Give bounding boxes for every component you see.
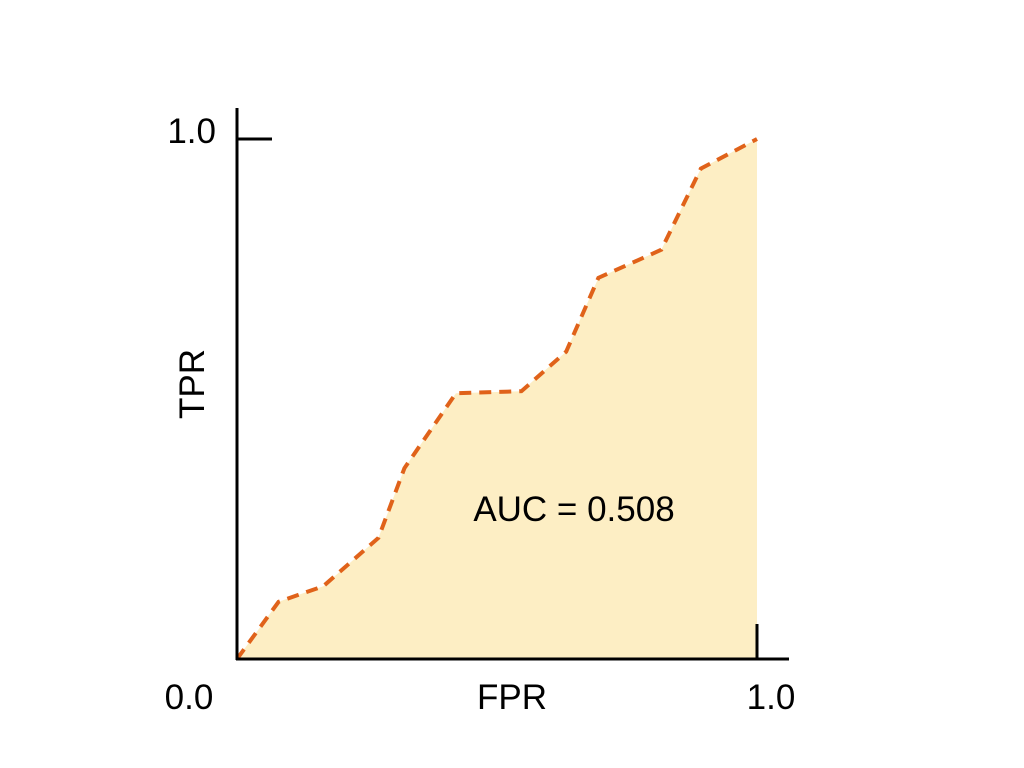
auc-area [237, 139, 757, 659]
x-axis-label: FPR [477, 678, 547, 717]
auc-annotation: AUC = 0.508 [473, 490, 674, 529]
x-tick-label-1: 1.0 [747, 678, 796, 717]
roc-curve-line [235, 137, 758, 661]
y-tick-label-1: 1.0 [167, 112, 216, 151]
x-tick-label-0: 0.0 [165, 678, 214, 717]
y-axis-label: TPR [173, 349, 212, 419]
